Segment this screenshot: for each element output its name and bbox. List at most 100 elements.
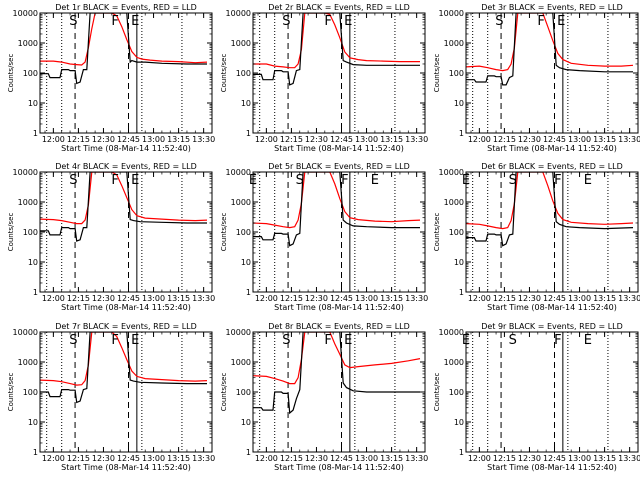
x-tick-label: 13:15 [167,454,190,463]
x-tick-label: 12:00 [468,294,491,303]
x-tick-label: 12:30 [305,135,328,144]
events-rate-line [466,172,634,247]
x-tick-label: 13:00 [142,135,165,144]
y-tick-label: 10 [28,258,38,267]
x-tick-label: 12:15 [67,294,90,303]
y-axis-title: Counts/sec [433,54,441,93]
y-tick-label: 1000 [231,198,251,207]
panel-title: Det 2r BLACK = Events, RED = LLD [268,3,410,12]
x-tick-label: 13:30 [618,454,640,463]
x-tick-label: 12:15 [280,294,303,303]
region-letter: F [111,333,118,348]
y-tick-label: 1000 [18,358,38,367]
x-tick-label: 12:15 [280,454,303,463]
x-axis-title: Start Time (08-Mar-14 11:52:40) [61,303,191,312]
panel-title: Det 8r BLACK = Events, RED = LLD [268,322,410,331]
region-letter: E [584,333,592,348]
x-axis-title: Start Time (08-Mar-14 11:52:40) [274,303,404,312]
y-axis-title: Counts/sec [7,54,15,93]
x-tick-label: 12:45 [117,135,140,144]
events-rate-line [40,13,207,85]
x-tick-label: 12:45 [543,294,566,303]
y-tick-label: 10 [241,418,251,427]
y-tick-label: 100 [23,69,38,78]
region-letter: E [131,14,139,29]
x-tick-label: 12:15 [280,135,303,144]
x-tick-label: 12:45 [330,135,353,144]
region-letter: F [111,14,118,29]
x-tick-label: 13:00 [568,294,591,303]
x-tick-label: 13:15 [593,454,616,463]
plot-frame [465,171,639,293]
region-letter: S [69,333,77,348]
y-axis-title: Counts/sec [220,213,228,252]
y-axis-title: Counts/sec [433,373,441,412]
x-tick-label: 12:30 [518,454,541,463]
panel-title: Det 6r BLACK = Events, RED = LLD [481,162,623,171]
events-rate-line [40,332,207,404]
panel-title: Det 9r BLACK = Events, RED = LLD [481,322,623,331]
y-tick-label: 10 [241,258,251,267]
panel-title: Det 4r BLACK = Events, RED = LLD [55,162,197,171]
lld-rate-line [253,13,420,69]
x-tick-label: 13:00 [142,454,165,463]
y-tick-label: 1000 [444,358,464,367]
y-tick-label: 10000 [226,9,251,18]
y-tick-label: 10000 [439,328,464,337]
x-tick-label: 13:15 [380,294,403,303]
x-tick-label: 12:45 [543,454,566,463]
plot-frame [465,12,639,134]
x-tick-label: 13:15 [593,135,616,144]
y-tick-label: 1 [33,129,38,138]
region-letter: F [554,333,561,348]
x-tick-label: 13:30 [192,294,215,303]
y-axis-title: Counts/sec [7,373,15,412]
x-tick-label: 12:15 [67,454,90,463]
y-tick-label: 10 [454,258,464,267]
x-tick-label: 12:30 [305,454,328,463]
events-rate-line [253,13,420,86]
panel-title: Det 3r BLACK = Events, RED = LLD [481,3,623,12]
x-tick-label: 12:45 [330,454,353,463]
y-tick-label: 1000 [444,39,464,48]
region-letter: E [371,173,379,188]
lld-rate-line [40,172,208,225]
y-axis-title: Counts/sec [220,373,228,412]
y-tick-label: 10000 [439,9,464,18]
y-axis-title: Counts/sec [433,213,441,252]
y-tick-label: 100 [236,69,251,78]
plot-frame [39,12,213,134]
panel-title: Det 7r BLACK = Events, RED = LLD [55,322,197,331]
region-letter: S [282,333,290,348]
y-tick-label: 100 [449,388,464,397]
region-letter: E [344,14,352,29]
x-tick-label: 12:30 [92,294,115,303]
y-tick-label: 10 [454,99,464,108]
x-axis-title: Start Time (08-Mar-14 11:52:40) [487,303,617,312]
x-axis-title: Start Time (08-Mar-14 11:52:40) [274,144,404,153]
y-tick-label: 10 [241,99,251,108]
plot-frame [39,171,213,293]
x-tick-label: 13:00 [355,454,378,463]
x-tick-label: 13:30 [405,135,428,144]
x-tick-label: 12:15 [493,135,516,144]
region-letter: F [341,173,348,188]
region-letter: E [131,173,139,188]
y-tick-label: 10 [28,418,38,427]
y-tick-label: 10 [28,99,38,108]
region-letter: F [554,173,561,188]
x-tick-label: 12:00 [255,454,278,463]
x-tick-label: 13:00 [355,135,378,144]
y-tick-label: 100 [23,228,38,237]
y-axis-title: Counts/sec [7,213,15,252]
y-tick-label: 10000 [13,328,38,337]
x-tick-label: 12:45 [117,454,140,463]
x-tick-label: 12:00 [42,294,65,303]
x-tick-label: 13:15 [380,135,403,144]
y-tick-label: 1 [459,288,464,297]
